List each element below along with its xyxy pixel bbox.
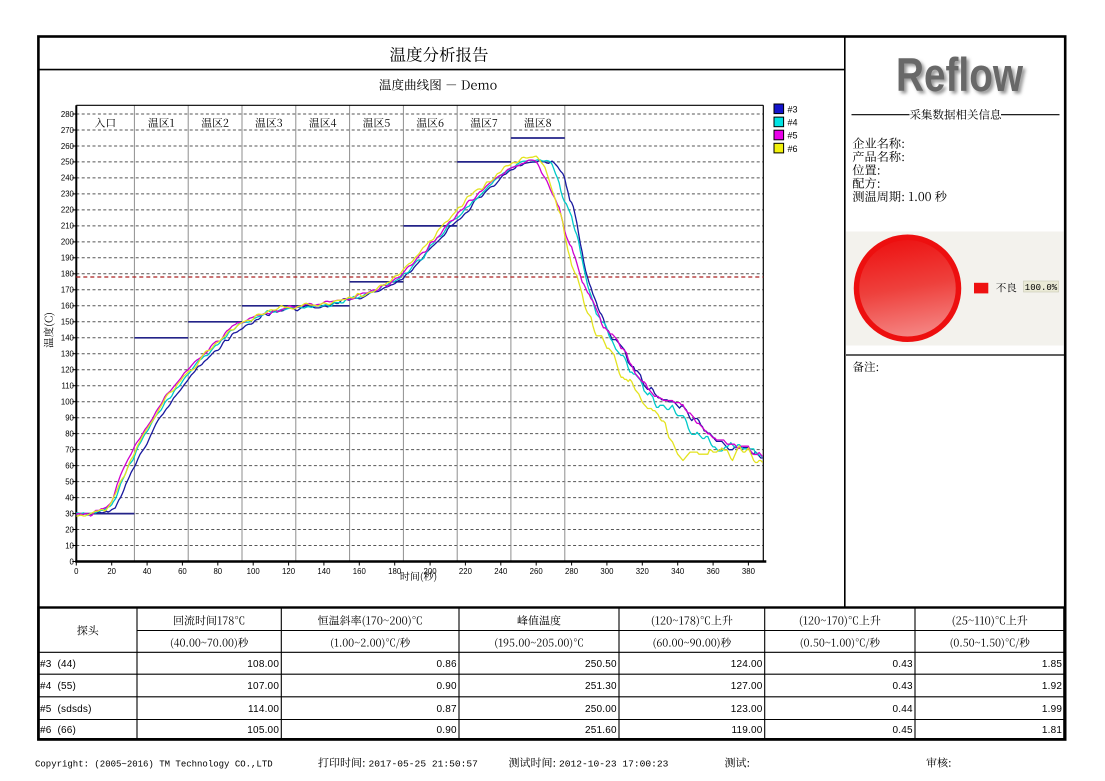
svg-text:270: 270 xyxy=(61,126,75,135)
svg-text:280: 280 xyxy=(565,567,579,576)
svg-text:160: 160 xyxy=(353,567,367,576)
svg-text:0.86: 0.86 xyxy=(437,659,458,670)
svg-text:#6 (66): #6 (66) xyxy=(40,725,76,736)
svg-text:80: 80 xyxy=(65,429,74,438)
svg-text:120: 120 xyxy=(61,366,75,375)
svg-text:0.45: 0.45 xyxy=(893,725,914,736)
svg-text:#3: #3 xyxy=(788,105,798,115)
svg-text:105.00: 105.00 xyxy=(247,725,279,736)
svg-text:0.44: 0.44 xyxy=(893,704,914,715)
svg-text:0.87: 0.87 xyxy=(437,704,458,715)
svg-text:30: 30 xyxy=(65,509,74,518)
svg-text:340: 340 xyxy=(671,567,685,576)
svg-text:120: 120 xyxy=(282,567,296,576)
svg-text:114.00: 114.00 xyxy=(248,704,279,715)
svg-text:1.92: 1.92 xyxy=(1042,681,1063,692)
svg-text:220: 220 xyxy=(61,206,75,215)
svg-text:100: 100 xyxy=(247,567,261,576)
svg-text:100: 100 xyxy=(61,397,75,406)
svg-text:250: 250 xyxy=(61,158,75,167)
svg-text:108.00: 108.00 xyxy=(247,659,279,670)
svg-text:40: 40 xyxy=(65,493,74,502)
svg-text:190: 190 xyxy=(61,254,75,263)
svg-text:300: 300 xyxy=(600,567,614,576)
svg-text:#5: #5 xyxy=(788,131,798,141)
svg-text:1.85: 1.85 xyxy=(1042,659,1063,670)
svg-text:251.30: 251.30 xyxy=(585,681,617,692)
svg-text:220: 220 xyxy=(459,567,473,576)
svg-text:240: 240 xyxy=(494,567,508,576)
svg-text:20: 20 xyxy=(65,525,74,534)
svg-text:130: 130 xyxy=(61,350,75,359)
svg-text:210: 210 xyxy=(61,222,75,231)
svg-text:200: 200 xyxy=(424,567,438,576)
svg-text:0.43: 0.43 xyxy=(893,659,914,670)
svg-text:0.43: 0.43 xyxy=(893,681,914,692)
svg-text:70: 70 xyxy=(65,445,74,454)
svg-text:240: 240 xyxy=(61,174,75,183)
svg-text:#6: #6 xyxy=(788,144,798,154)
svg-text:Copyright: (2005~2016) TM Tech: Copyright: (2005~2016) TM Technology CO.… xyxy=(35,760,273,770)
svg-text:10: 10 xyxy=(65,541,74,550)
svg-text:110: 110 xyxy=(61,381,74,390)
svg-text:260: 260 xyxy=(530,567,544,576)
svg-text:2017-05-25 21:50:57: 2017-05-25 21:50:57 xyxy=(369,759,478,770)
svg-text:2012-10-23 17:00:23: 2012-10-23 17:00:23 xyxy=(559,759,669,770)
svg-text:#4 (55): #4 (55) xyxy=(40,681,76,692)
svg-text:251.60: 251.60 xyxy=(585,725,617,736)
svg-text:123.00: 123.00 xyxy=(731,704,763,715)
svg-text:119.00: 119.00 xyxy=(731,725,762,736)
svg-text:0: 0 xyxy=(74,567,79,576)
svg-text:0.90: 0.90 xyxy=(437,725,458,736)
svg-text:180: 180 xyxy=(388,567,402,576)
svg-text:0.90: 0.90 xyxy=(437,681,458,692)
svg-text:#5 (sdsds): #5 (sdsds) xyxy=(40,704,92,715)
svg-text:230: 230 xyxy=(61,190,75,199)
svg-text:380: 380 xyxy=(742,567,756,576)
svg-text:90: 90 xyxy=(65,413,74,422)
svg-text:1.81: 1.81 xyxy=(1042,725,1063,736)
svg-text:260: 260 xyxy=(61,142,75,151)
svg-text:0: 0 xyxy=(70,557,75,566)
svg-text:20: 20 xyxy=(107,567,116,576)
svg-text:#3 (44): #3 (44) xyxy=(40,659,76,670)
svg-text:140: 140 xyxy=(317,567,331,576)
svg-text:320: 320 xyxy=(636,567,650,576)
svg-text:100.0%: 100.0% xyxy=(1025,283,1058,293)
svg-text:150: 150 xyxy=(61,318,75,327)
svg-text:1.99: 1.99 xyxy=(1042,704,1063,715)
svg-text:60: 60 xyxy=(65,461,74,470)
svg-text:127.00: 127.00 xyxy=(731,681,763,692)
svg-text:#4: #4 xyxy=(788,118,798,128)
svg-text:170: 170 xyxy=(61,286,75,295)
svg-text:Reflow: Reflow xyxy=(896,49,1024,102)
svg-text:160: 160 xyxy=(61,302,75,311)
svg-text:124.00: 124.00 xyxy=(731,659,763,670)
svg-text:200: 200 xyxy=(61,238,75,247)
svg-text:80: 80 xyxy=(213,567,222,576)
svg-text:180: 180 xyxy=(61,270,75,279)
svg-text:40: 40 xyxy=(143,567,152,576)
svg-text:280: 280 xyxy=(61,110,75,119)
svg-text:360: 360 xyxy=(707,567,721,576)
svg-text:50: 50 xyxy=(65,477,74,486)
svg-text:60: 60 xyxy=(178,567,187,576)
svg-text:107.00: 107.00 xyxy=(247,681,279,692)
svg-text:140: 140 xyxy=(61,334,75,343)
svg-text:250.50: 250.50 xyxy=(585,659,617,670)
svg-text:250.00: 250.00 xyxy=(585,704,617,715)
